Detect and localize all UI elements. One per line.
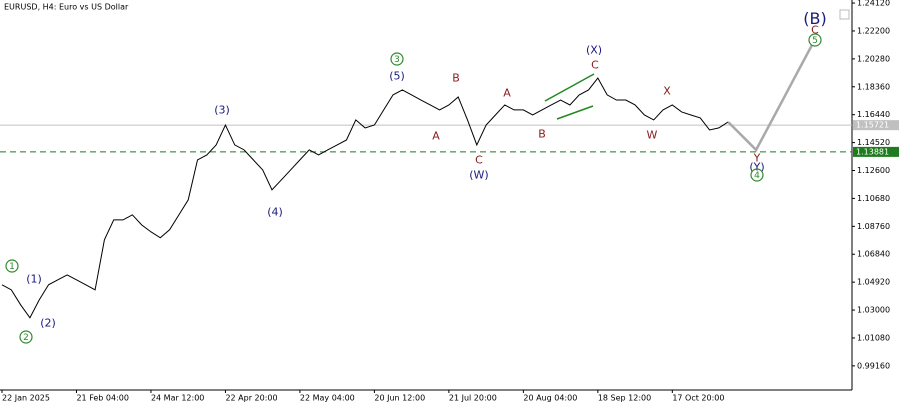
x-tick-label: 20 Jun 12:00 bbox=[374, 394, 425, 403]
price-label: 1.13881 bbox=[856, 147, 889, 156]
price-label-box bbox=[853, 146, 899, 157]
wave-label: W bbox=[647, 129, 658, 142]
wave-label: 1 bbox=[9, 262, 15, 272]
y-tick-label: 1.22200 bbox=[857, 26, 890, 35]
wave-circle bbox=[750, 168, 764, 182]
channel-line bbox=[556, 105, 594, 120]
wave-circle bbox=[390, 52, 404, 66]
x-tick-label: 18 Sep 12:00 bbox=[598, 394, 651, 403]
wave-label: 4 bbox=[754, 171, 760, 181]
wave-label: (1) bbox=[26, 273, 42, 286]
wave-label: (B) bbox=[803, 9, 826, 28]
wave-label: B bbox=[538, 128, 546, 141]
wave-label: 2 bbox=[23, 333, 29, 343]
x-tick-label: 24 Mar 12:00 bbox=[151, 394, 204, 403]
price-label: 1.15721 bbox=[856, 121, 889, 130]
help-box[interactable] bbox=[839, 9, 850, 20]
wave-label: X bbox=[663, 85, 671, 98]
wave-circle bbox=[5, 259, 19, 273]
price-line-series bbox=[1, 77, 729, 319]
y-tick-label: 1.18360 bbox=[857, 82, 890, 91]
x-tick-label: 22 May 04:00 bbox=[300, 394, 355, 403]
x-tick-label: 21 Jul 20:00 bbox=[449, 394, 497, 403]
wave-label: C bbox=[475, 154, 483, 167]
y-tick-label: 1.01080 bbox=[857, 333, 890, 342]
y-tick-label: 1.03000 bbox=[857, 306, 890, 315]
wave-label: 3 bbox=[394, 55, 400, 65]
wave-label: C bbox=[811, 24, 819, 37]
wave-circle bbox=[19, 330, 33, 344]
price-label-box bbox=[853, 120, 899, 131]
x-tick-label: 20 Aug 04:00 bbox=[523, 394, 577, 403]
wave-label: C bbox=[591, 59, 599, 72]
wave-label: B bbox=[452, 72, 460, 85]
wave-label: 5 bbox=[812, 36, 818, 46]
x-tick-label: 21 Feb 04:00 bbox=[76, 394, 128, 403]
y-tick-label: 1.12600 bbox=[857, 166, 890, 175]
wave-label: A bbox=[432, 130, 440, 143]
wave-label: (5) bbox=[389, 70, 405, 83]
y-tick-label: 1.10680 bbox=[857, 194, 890, 203]
chart-title: EURUSD, H4: Euro vs US Dollar bbox=[4, 3, 129, 12]
y-tick-label: 0.99160 bbox=[857, 361, 890, 370]
wave-label: (4) bbox=[267, 206, 283, 219]
y-tick-label: 1.06840 bbox=[857, 250, 890, 259]
y-tick-label: 1.08760 bbox=[857, 222, 890, 231]
wave-circle bbox=[808, 33, 822, 47]
y-tick-label: 1.04920 bbox=[857, 278, 890, 287]
y-tick-label: 1.20280 bbox=[857, 54, 890, 63]
x-tick-label: 22 Apr 20:00 bbox=[225, 394, 277, 403]
wave-label: (X) bbox=[586, 44, 602, 57]
wave-label: A bbox=[503, 87, 511, 100]
wave-label: (2) bbox=[40, 317, 56, 330]
x-tick-label: 17 Oct 20:00 bbox=[672, 394, 724, 403]
x-tick-label: 22 Jan 2025 bbox=[2, 394, 50, 403]
channel-line bbox=[544, 73, 595, 102]
wave-label: (W) bbox=[469, 169, 488, 182]
y-tick-label: 1.14520 bbox=[857, 138, 890, 147]
y-tick-label: 1.24120 bbox=[857, 0, 890, 8]
wave-label: Y bbox=[753, 152, 761, 165]
wave-label: (3) bbox=[214, 104, 230, 117]
projection-line bbox=[727, 44, 814, 152]
y-tick-label: 1.16440 bbox=[857, 110, 890, 119]
